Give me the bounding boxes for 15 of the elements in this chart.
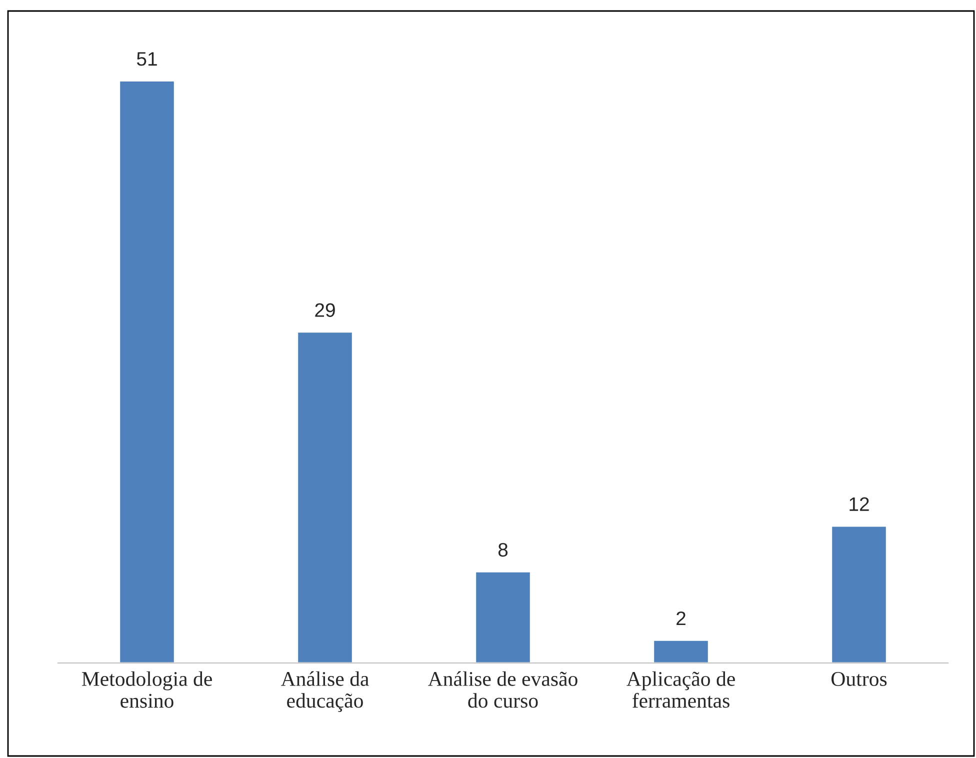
data-label: 8 [498, 542, 508, 557]
x-tick-label: Aplicação de ferramentas [626, 671, 735, 708]
x-tick-label: Análise de evasão do curso [428, 671, 578, 708]
bar [652, 639, 710, 663]
bar [474, 570, 532, 663]
x-tick-label: Análise da educação [280, 671, 369, 712]
data-label: 12 [850, 497, 869, 511]
bar [118, 80, 176, 663]
bar [830, 525, 888, 663]
x-tick-label: Outros [832, 672, 887, 686]
data-label: 51 [136, 52, 157, 66]
x-tick-label: Metodologia de ensino [82, 671, 212, 708]
bar [296, 331, 354, 663]
data-label: 2 [676, 611, 686, 626]
data-label: 29 [315, 303, 335, 317]
